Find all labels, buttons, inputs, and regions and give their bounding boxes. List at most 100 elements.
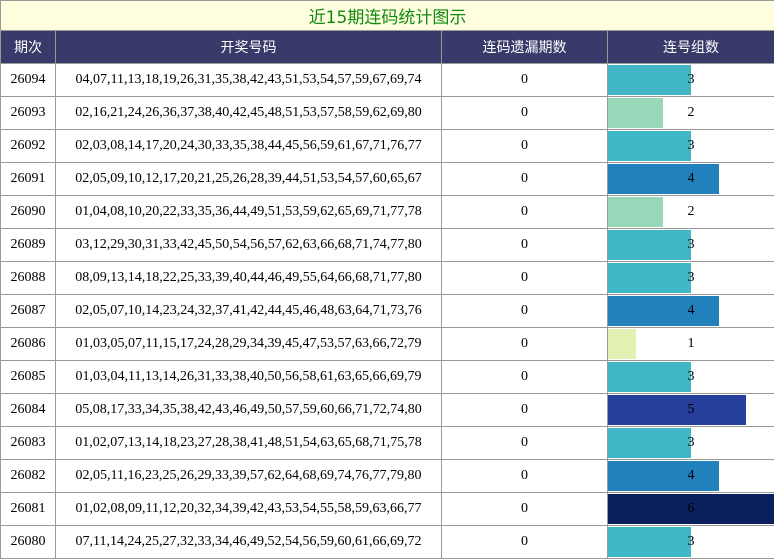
count-cell: 2	[606, 195, 774, 229]
numbers-cell: 07,11,14,24,25,27,32,33,34,46,49,52,54,5…	[55, 525, 442, 559]
header-cell: 连码遗漏期数	[441, 30, 608, 64]
count-bar	[608, 428, 691, 458]
numbers-cell: 02,16,21,24,26,36,37,38,40,42,45,48,51,5…	[55, 96, 442, 130]
table-row: 26088 08,09,13,14,18,22,25,33,39,40,44,46…	[0, 261, 774, 295]
count-text: 2	[687, 105, 695, 120]
table-row: 26092 02,03,08,14,17,20,24,30,33,35,38,44…	[0, 129, 774, 163]
cell: 26090	[0, 195, 56, 229]
cell: 26087	[0, 294, 56, 328]
header-cell: 开奖号码	[55, 30, 442, 64]
count-text: 3	[687, 534, 695, 549]
numbers-cell: 01,04,08,10,20,22,33,35,36,44,49,51,53,5…	[55, 195, 442, 229]
count-cell: 1	[606, 327, 774, 361]
numbers-cell: 08,09,13,14,18,22,25,33,39,40,44,46,49,5…	[55, 261, 442, 295]
count-text: 6	[687, 501, 695, 516]
count-text: 4	[687, 303, 695, 318]
count-bar	[608, 494, 774, 524]
count-cell: 3	[606, 525, 774, 559]
count-bar	[608, 362, 691, 392]
count-cell: 3	[606, 360, 774, 394]
cell: 26094	[0, 63, 56, 97]
cell: 0	[441, 261, 608, 295]
numbers-cell: 02,05,11,16,23,25,26,29,33,39,57,62,64,6…	[55, 459, 442, 493]
numbers-cell: 01,02,08,09,11,12,20,32,34,39,42,43,53,5…	[55, 492, 442, 526]
count-text: 4	[687, 468, 695, 483]
cell: 26091	[0, 162, 56, 196]
count-cell: 3	[606, 63, 774, 97]
cell: 0	[441, 129, 608, 163]
numbers-cell: 01,03,05,07,11,15,17,24,28,29,34,39,45,4…	[55, 327, 442, 361]
cell: 26088	[0, 261, 56, 295]
cell: 26089	[0, 228, 56, 262]
table-row: 26082 02,05,11,16,23,25,26,29,33,39,57,62…	[0, 459, 774, 493]
count-text: 3	[687, 237, 695, 252]
cell: 0	[441, 228, 608, 262]
cell: 0	[441, 96, 608, 130]
numbers-cell: 03,12,29,30,31,33,42,45,50,54,56,57,62,6…	[55, 228, 442, 262]
table-row: 26083 01,02,07,13,14,18,23,27,28,38,41,48…	[0, 426, 774, 460]
cell: 26080	[0, 525, 56, 559]
count-bar	[608, 164, 719, 194]
count-text: 3	[687, 270, 695, 285]
count-bar	[608, 230, 691, 260]
numbers-cell: 05,08,17,33,34,35,38,42,43,46,49,50,57,5…	[55, 393, 442, 427]
numbers-cell: 02,05,07,10,14,23,24,32,37,41,42,44,45,4…	[55, 294, 442, 328]
cell: 0	[441, 393, 608, 427]
count-bar	[608, 65, 691, 95]
table-row: 26094 04,07,11,13,18,19,26,31,35,38,42,43…	[0, 63, 774, 97]
count-cell: 2	[606, 96, 774, 130]
numbers-cell: 04,07,11,13,18,19,26,31,35,38,42,43,51,5…	[55, 63, 442, 97]
count-cell: 3	[606, 228, 774, 262]
table-row: 26085 01,03,04,11,13,14,26,31,33,38,40,50…	[0, 360, 774, 394]
count-text: 5	[687, 402, 695, 417]
count-bar	[608, 527, 691, 557]
cell: 0	[441, 459, 608, 493]
cell: 0	[441, 162, 608, 196]
header-cell: 期次	[0, 30, 56, 64]
table-row: 26090 01,04,08,10,20,22,33,35,36,44,49,51…	[0, 195, 774, 229]
table-row: 26093 02,16,21,24,26,36,37,38,40,42,45,48…	[0, 96, 774, 130]
count-text: 3	[687, 72, 695, 87]
numbers-cell: 02,03,08,14,17,20,24,30,33,35,38,44,45,5…	[55, 129, 442, 163]
cell: 26086	[0, 327, 56, 361]
numbers-cell: 01,03,04,11,13,14,26,31,33,38,40,50,56,5…	[55, 360, 442, 394]
table-row: 26084 05,08,17,33,34,35,38,42,43,46,49,50…	[0, 393, 774, 427]
cell: 26083	[0, 426, 56, 460]
cell: 0	[441, 492, 608, 526]
count-cell: 4	[606, 294, 774, 328]
table-row: 26086 01,03,05,07,11,15,17,24,28,29,34,39…	[0, 327, 774, 361]
cell: 26082	[0, 459, 56, 493]
table-row: 26087 02,05,07,10,14,23,24,32,37,41,42,44…	[0, 294, 774, 328]
cell: 26092	[0, 129, 56, 163]
count-text: 3	[687, 435, 695, 450]
numbers-cell: 02,05,09,10,12,17,20,21,25,26,28,39,44,5…	[55, 162, 442, 196]
count-text: 4	[687, 171, 695, 186]
cell: 0	[441, 327, 608, 361]
cell: 0	[441, 426, 608, 460]
count-text: 3	[687, 369, 695, 384]
table-row: 26081 01,02,08,09,11,12,20,32,34,39,42,43…	[0, 492, 774, 526]
count-cell: 4	[606, 162, 774, 196]
count-bar	[608, 263, 691, 293]
count-cell: 3	[606, 129, 774, 163]
cell: 0	[441, 195, 608, 229]
count-bar	[608, 395, 747, 425]
cell: 0	[441, 525, 608, 559]
count-bar	[608, 461, 719, 491]
cell: 0	[441, 63, 608, 97]
count-cell: 3	[606, 426, 774, 460]
count-bar	[608, 296, 719, 326]
count-text: 2	[687, 204, 695, 219]
count-bar	[608, 98, 664, 128]
count-cell: 5	[606, 393, 774, 427]
count-bar	[608, 197, 664, 227]
count-bar	[608, 131, 691, 161]
cell: 26084	[0, 393, 56, 427]
count-text: 3	[687, 138, 695, 153]
header-cell: 连号组数	[606, 30, 774, 64]
numbers-cell: 01,02,07,13,14,18,23,27,28,38,41,48,51,5…	[55, 426, 442, 460]
table-row: 26091 02,05,09,10,12,17,20,21,25,26,28,39…	[0, 162, 774, 196]
count-cell: 6	[606, 492, 774, 526]
